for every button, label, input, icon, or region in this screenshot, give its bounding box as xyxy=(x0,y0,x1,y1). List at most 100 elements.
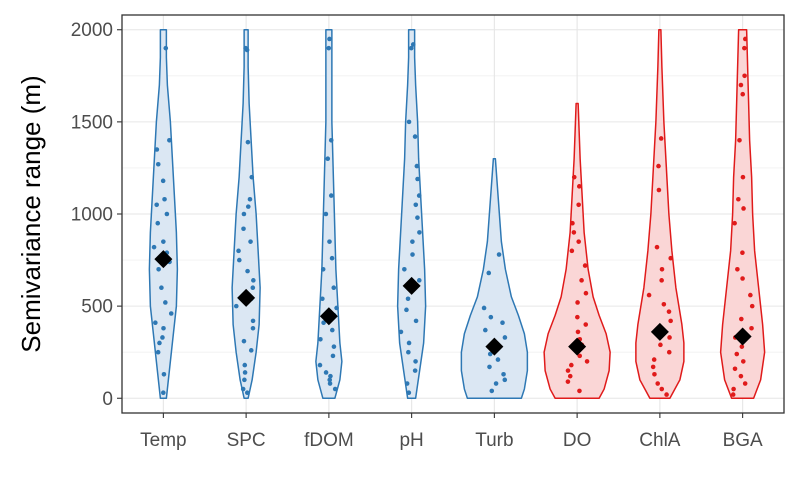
data-point-turb xyxy=(501,372,506,377)
data-point-ph xyxy=(404,381,410,386)
data-point-bga xyxy=(730,392,736,397)
data-point-temp xyxy=(161,239,166,244)
data-point-bga xyxy=(740,276,745,281)
y-tick-label: 1500 xyxy=(71,112,113,133)
data-point-bga xyxy=(740,250,745,255)
data-point-ph xyxy=(405,296,411,302)
mean-marker-ph xyxy=(402,276,421,295)
data-point-bga xyxy=(740,174,746,180)
data-point-chla xyxy=(659,386,665,392)
data-point-turb xyxy=(481,305,487,311)
data-point-spc xyxy=(243,45,248,51)
mean-marker-chla xyxy=(650,322,669,341)
data-point-temp xyxy=(155,349,161,355)
data-point-chla xyxy=(646,292,652,298)
data-point-do xyxy=(576,239,581,244)
violin-temp xyxy=(148,28,179,400)
data-point-spc xyxy=(242,377,247,383)
data-point-turb xyxy=(496,252,502,257)
data-point-bga xyxy=(749,325,754,331)
data-point-temp xyxy=(154,202,159,208)
data-point-chla xyxy=(661,301,667,307)
data-point-fdom xyxy=(323,370,329,375)
data-point-spc xyxy=(248,348,254,353)
data-point-turb xyxy=(502,377,508,383)
data-point-do xyxy=(569,362,574,368)
mean-marker-temp xyxy=(154,250,173,269)
data-point-spc xyxy=(236,248,241,254)
data-point-ph xyxy=(415,215,420,220)
data-point-fdom xyxy=(329,327,335,333)
data-point-chla xyxy=(658,342,663,348)
y-axis-title: Semivariance range (m) xyxy=(16,75,46,352)
data-point-temp xyxy=(153,320,158,326)
data-point-bga xyxy=(732,220,737,226)
data-point-spc xyxy=(250,285,256,291)
data-point-bga xyxy=(732,366,738,372)
y-tick-label: 2000 xyxy=(71,20,113,41)
data-point-spc xyxy=(241,211,247,217)
data-point-do xyxy=(583,322,589,327)
data-point-ph xyxy=(413,359,418,364)
x-tick-label-chla: ChlA xyxy=(639,430,681,451)
data-point-temp xyxy=(167,137,172,143)
mean-marker-spc xyxy=(237,288,256,307)
data-point-ph xyxy=(398,329,404,335)
data-point-fdom xyxy=(318,336,323,342)
data-point-temp xyxy=(155,220,161,226)
data-point-fdom xyxy=(330,353,336,359)
data-point-bga xyxy=(739,344,745,349)
data-point-chla xyxy=(668,318,673,324)
data-point-temp xyxy=(163,300,168,305)
data-point-do xyxy=(571,174,577,180)
data-point-chla xyxy=(664,392,669,397)
data-point-bga xyxy=(737,137,742,143)
data-point-chla xyxy=(666,349,672,355)
data-point-spc xyxy=(241,226,246,232)
data-point-bga xyxy=(749,303,755,309)
data-point-turb xyxy=(487,364,492,370)
data-point-temp xyxy=(159,285,164,291)
data-point-bga xyxy=(739,316,744,322)
data-point-spc xyxy=(251,278,256,283)
data-point-ph xyxy=(406,349,411,355)
data-point-temp xyxy=(161,372,167,377)
mean-marker-fdom xyxy=(319,307,338,326)
data-point-ph xyxy=(406,390,412,396)
y-tick-label: 500 xyxy=(81,297,113,318)
data-point-do xyxy=(582,263,588,268)
data-point-spc xyxy=(250,325,256,331)
data-point-ph xyxy=(406,340,412,346)
data-point-do xyxy=(567,373,573,379)
data-point-temp xyxy=(168,311,174,316)
data-point-ph xyxy=(415,176,420,182)
violin-ph xyxy=(396,28,427,400)
data-point-spc xyxy=(233,303,239,309)
x-tick-label-spc: SPC xyxy=(227,430,266,451)
data-point-bga xyxy=(735,266,740,272)
data-point-fdom xyxy=(327,36,332,42)
y-axis: 0 500 1000 1500 2000 xyxy=(71,20,122,410)
data-point-spc xyxy=(237,257,242,263)
data-point-fdom xyxy=(320,296,325,302)
data-point-temp xyxy=(163,45,169,51)
data-point-spc xyxy=(248,239,253,244)
data-point-fdom xyxy=(334,305,339,311)
data-point-do xyxy=(571,230,577,235)
mean-marker-turb xyxy=(485,337,504,356)
data-point-turb xyxy=(500,320,505,326)
data-point-temp xyxy=(151,244,157,250)
mean-marker-do xyxy=(568,337,587,356)
data-point-chla xyxy=(652,372,657,377)
data-point-do xyxy=(576,202,581,208)
data-point-temp xyxy=(164,211,170,217)
data-point-spc xyxy=(249,174,255,180)
data-point-fdom xyxy=(326,45,332,51)
data-point-chla xyxy=(654,244,660,250)
data-point-spc xyxy=(241,338,247,344)
data-point-do xyxy=(570,220,575,226)
data-point-chla xyxy=(666,309,672,314)
data-point-temp xyxy=(155,161,161,167)
data-point-ph xyxy=(410,252,415,257)
